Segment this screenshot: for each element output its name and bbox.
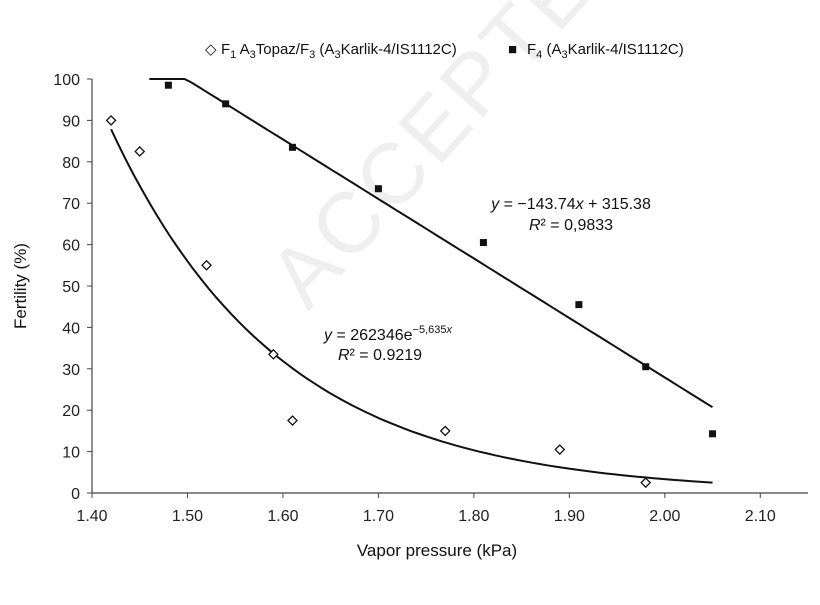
eq-part: = 262346e xyxy=(332,327,413,344)
legend: ◇ F1 A3Topaz/F3 (A3Karlik-4/IS1112C) ■ F… xyxy=(205,41,684,61)
point-series-2 xyxy=(374,185,382,193)
r2-part: R xyxy=(338,347,350,364)
legend-label-sub: 3 xyxy=(334,49,340,61)
y-tick-label: 0 xyxy=(71,486,80,503)
point-series-1 xyxy=(439,425,451,437)
y-axis-title: Fertility (%) xyxy=(11,243,30,329)
y-tick-label: 30 xyxy=(62,362,80,379)
eq-part: y xyxy=(490,196,500,213)
legend-symbol-series-2: ■ xyxy=(508,41,517,58)
point-series-1 xyxy=(640,477,652,489)
point-series-2 xyxy=(479,239,487,247)
x-tick-label: 2.10 xyxy=(745,508,776,525)
eq-part: y xyxy=(323,327,333,344)
equation-text-series-2: y = −143.74x + 315.38 xyxy=(490,196,651,213)
data-points xyxy=(105,81,717,489)
r2-part: R xyxy=(529,217,541,234)
r2-text-series-1: R² = 0.9219 xyxy=(338,347,422,364)
point-series-1 xyxy=(105,114,117,126)
eq-sup-italic: x xyxy=(445,324,452,336)
y-tick-label: 70 xyxy=(62,196,80,213)
equation-box-series-2: y = −143.74x + 315.38 R² = 0,9833 xyxy=(468,190,674,238)
x-tick-label: 1.80 xyxy=(458,508,489,525)
legend-label-part: Karlik-4/IS1112C) xyxy=(568,41,684,58)
legend-label-part: (A xyxy=(315,41,334,58)
x-tick-label: 1.60 xyxy=(267,508,298,525)
y-tick-label: 90 xyxy=(62,113,80,130)
eq-part: = −143.74 xyxy=(499,196,576,213)
r2-part: ² = 0,9833 xyxy=(541,217,614,234)
legend-label-sub: 4 xyxy=(536,49,542,61)
legend-label-part: Karlik-4/IS1112C) xyxy=(341,41,457,58)
x-tick-label: 1.70 xyxy=(363,508,394,525)
y-tick-label: 60 xyxy=(62,238,80,255)
legend-label-part: F xyxy=(527,41,536,58)
trendlines xyxy=(110,78,714,484)
point-series-1 xyxy=(287,415,298,426)
point-series-1 xyxy=(134,146,146,157)
equation-box-bg xyxy=(306,318,474,368)
legend-label-part: A xyxy=(236,41,249,58)
eq-part: x xyxy=(575,196,585,213)
trendline-series-1 xyxy=(110,128,713,484)
legend-label-sub: 3 xyxy=(250,49,256,61)
equation-text-series-1: y = 262346e−5,635x xyxy=(323,324,452,344)
point-series-2 xyxy=(164,81,172,89)
legend-label-sub: 1 xyxy=(230,49,236,61)
x-ticks: 1.40 1.50 1.60 1.70 1.80 1.90 2.00 2.10 xyxy=(76,493,776,525)
eq-part: + 315.38 xyxy=(584,196,651,213)
point-series-2 xyxy=(642,363,650,371)
x-tick-label: 1.40 xyxy=(76,508,107,525)
r2-text-series-2: R² = 0,9833 xyxy=(529,217,613,234)
y-tick-label: 20 xyxy=(62,403,80,420)
point-series-2 xyxy=(222,100,230,108)
trendline-series-2 xyxy=(149,78,714,409)
point-series-1 xyxy=(267,348,279,360)
legend-entry-series-1: ◇ F1 A3Topaz/F3 (A3Karlik-4/IS1112C) xyxy=(205,41,457,61)
x-axis-title: Vapor pressure (kPa) xyxy=(357,541,517,560)
legend-label-part: Topaz/F xyxy=(256,41,309,58)
equation-box-series-1: y = 262346e−5,635x R² = 0.9219 xyxy=(306,318,474,368)
point-series-2 xyxy=(709,430,717,438)
eq-sup: −5,635 xyxy=(413,324,447,336)
x-tick-label: 2.00 xyxy=(649,508,680,525)
legend-label-series-2: F4 (A3Karlik-4/IS1112C) xyxy=(527,41,684,61)
legend-symbol-series-1: ◇ xyxy=(205,41,217,58)
y-tick-label: 10 xyxy=(62,445,80,462)
legend-label-part: (A xyxy=(542,41,561,58)
y-ticks: 0 10 20 30 40 50 60 70 80 90 100 xyxy=(53,72,92,503)
equation-box-bg xyxy=(468,190,674,238)
legend-label-series-1: F1 A3Topaz/F3 (A3Karlik-4/IS1112C) xyxy=(221,41,457,61)
point-series-1 xyxy=(554,444,566,455)
x-tick-label: 1.50 xyxy=(172,508,203,525)
y-tick-label: 40 xyxy=(62,320,80,337)
legend-label-sub: 3 xyxy=(309,49,315,61)
y-tick-label: 50 xyxy=(62,279,80,296)
legend-entry-series-2: ■ F4 (A3Karlik-4/IS1112C) xyxy=(508,41,684,61)
r2-part: ² = 0.9219 xyxy=(350,347,423,364)
x-tick-label: 1.90 xyxy=(554,508,585,525)
point-series-1 xyxy=(201,259,212,271)
legend-label-sub: 3 xyxy=(561,49,567,61)
y-tick-label: 80 xyxy=(62,155,80,172)
legend-label-part: F xyxy=(221,41,230,58)
point-series-2 xyxy=(575,301,583,309)
y-tick-label: 100 xyxy=(53,72,80,89)
point-series-2 xyxy=(288,143,296,151)
